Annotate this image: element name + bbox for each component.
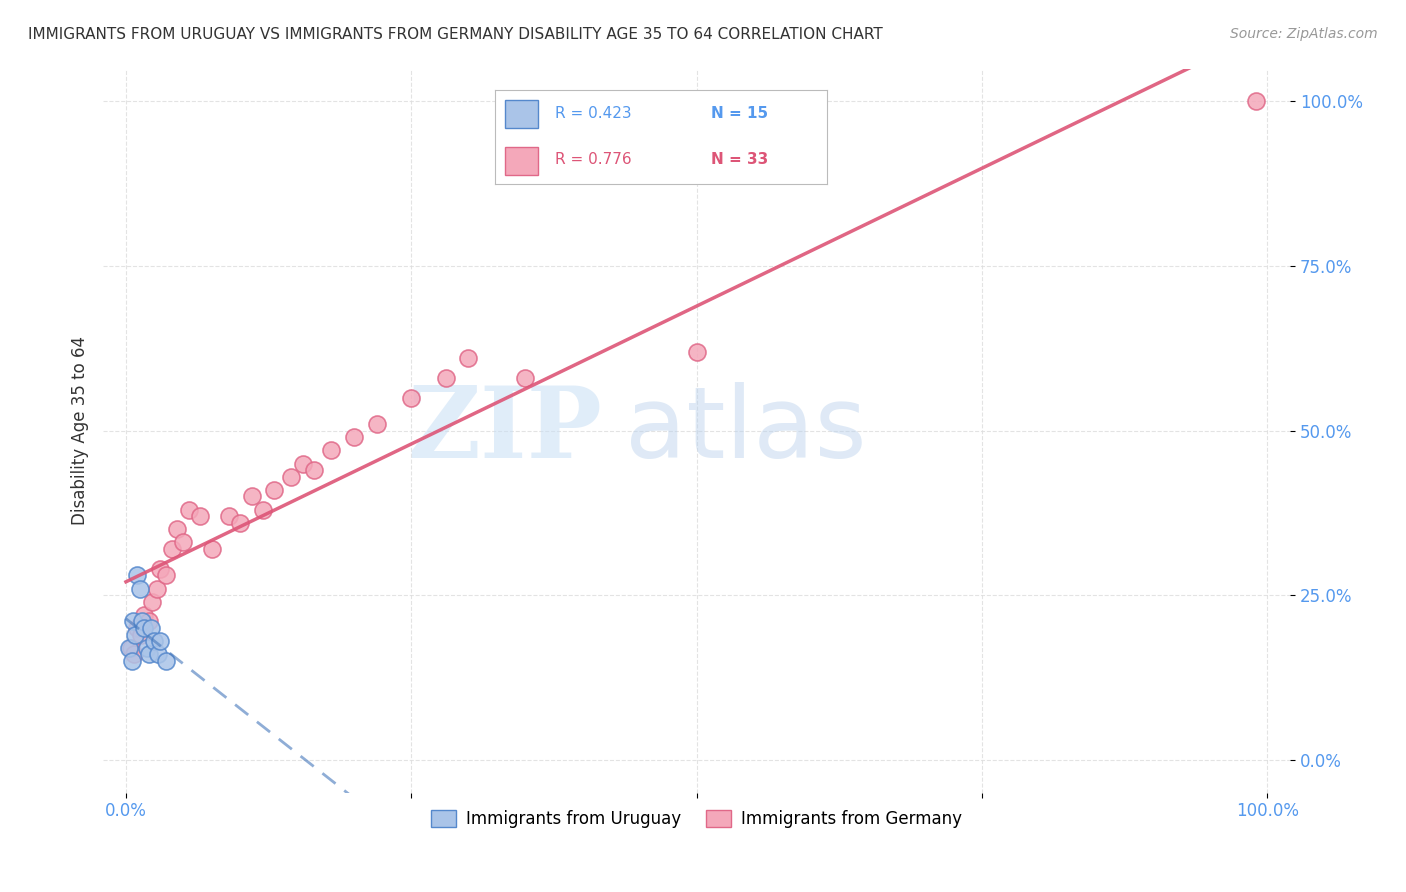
Point bbox=[240, 490, 263, 504]
Point bbox=[321, 443, 343, 458]
Point bbox=[188, 509, 211, 524]
Point bbox=[149, 634, 172, 648]
Legend: Immigrants from Uruguay, Immigrants from Germany: Immigrants from Uruguay, Immigrants from… bbox=[425, 804, 969, 835]
Point bbox=[155, 568, 177, 582]
Text: ZIP: ZIP bbox=[406, 382, 602, 479]
Point bbox=[135, 640, 157, 655]
Point bbox=[128, 582, 150, 596]
Point bbox=[200, 542, 222, 557]
Point bbox=[121, 615, 143, 629]
Point bbox=[139, 621, 162, 635]
Point bbox=[515, 371, 537, 385]
Text: IMMIGRANTS FROM URUGUAY VS IMMIGRANTS FROM GERMANY DISABILITY AGE 35 TO 64 CORRE: IMMIGRANTS FROM URUGUAY VS IMMIGRANTS FR… bbox=[28, 27, 883, 42]
Point bbox=[685, 344, 707, 359]
Point bbox=[122, 648, 145, 662]
Point bbox=[401, 391, 423, 405]
Point bbox=[280, 469, 302, 483]
Point bbox=[1244, 95, 1267, 109]
Point bbox=[118, 640, 141, 655]
Point bbox=[434, 371, 457, 385]
Point bbox=[166, 522, 188, 536]
Point bbox=[146, 582, 169, 596]
Point bbox=[252, 502, 274, 516]
Point bbox=[120, 640, 142, 655]
Text: atlas: atlas bbox=[626, 382, 868, 479]
Point bbox=[291, 457, 314, 471]
Point bbox=[127, 621, 149, 635]
Point bbox=[229, 516, 252, 530]
Point bbox=[155, 654, 177, 668]
Point bbox=[134, 621, 156, 635]
Point bbox=[304, 463, 326, 477]
Point bbox=[263, 483, 285, 497]
Point bbox=[124, 628, 146, 642]
Point bbox=[121, 654, 143, 668]
Point bbox=[172, 535, 194, 549]
Point bbox=[146, 648, 169, 662]
Point bbox=[138, 615, 160, 629]
Point bbox=[141, 595, 163, 609]
Point bbox=[160, 542, 183, 557]
Point bbox=[177, 502, 200, 516]
Point bbox=[138, 648, 160, 662]
Point bbox=[143, 634, 166, 648]
Point bbox=[218, 509, 240, 524]
Text: Source: ZipAtlas.com: Source: ZipAtlas.com bbox=[1230, 27, 1378, 41]
Point bbox=[149, 562, 172, 576]
Y-axis label: Disability Age 35 to 64: Disability Age 35 to 64 bbox=[72, 336, 89, 525]
Point bbox=[457, 351, 479, 366]
Point bbox=[366, 417, 388, 431]
Point bbox=[134, 607, 156, 622]
Point bbox=[129, 628, 152, 642]
Point bbox=[343, 430, 366, 444]
Point bbox=[127, 568, 149, 582]
Point bbox=[131, 615, 153, 629]
